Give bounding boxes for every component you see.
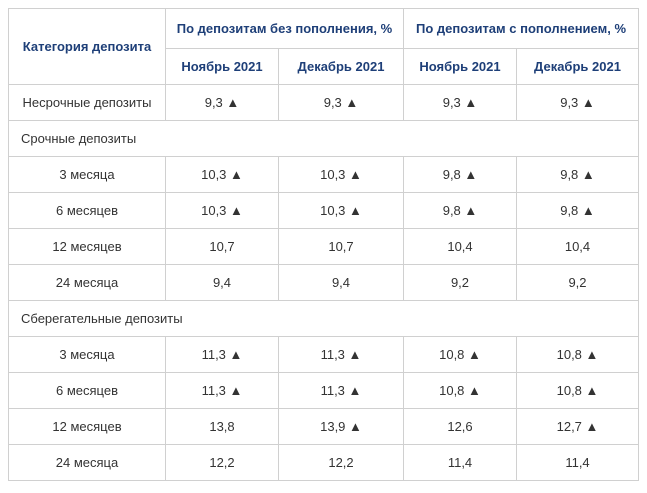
rate-cell: 10,4 [403,228,517,265]
rate-cell: 11,3 ▲ [165,372,279,409]
rate-cell: 9,8 ▲ [403,156,517,193]
section-label: Срочные депозиты [8,120,639,157]
rate-cell: 11,4 [403,444,517,481]
month-header: Ноябрь 2021 [403,48,517,85]
rate-cell: 10,8 ▲ [516,372,639,409]
month-header: Декабрь 2021 [516,48,639,85]
row-label: 24 месяца [8,264,166,301]
row-label: 6 месяцев [8,192,166,229]
rate-cell: 10,8 ▲ [403,336,517,373]
table-row: 12 месяцев 13,8 13,9 ▲ 12,6 12,7 ▲ [8,408,639,445]
rate-cell: 9,8 ▲ [516,156,639,193]
group-header: По депозитам без пополнения, % [165,8,404,49]
table-row: Сберегательные депозиты [8,300,639,337]
rate-cell: 9,8 ▲ [516,192,639,229]
table-row: Несрочные депозиты 9,3 ▲ 9,3 ▲ 9,3 ▲ 9,3 ▲ [8,84,639,121]
rate-cell: 9,2 [516,264,639,301]
row-label: 6 месяцев [8,372,166,409]
rate-cell: 9,3 ▲ [516,84,639,121]
rate-cell: 12,2 [165,444,279,481]
section-label: Сберегательные депозиты [8,300,639,337]
rate-cell: 10,7 [278,228,404,265]
table-row: 3 месяца 10,3 ▲ 10,3 ▲ 9,8 ▲ 9,8 ▲ [8,156,639,193]
header-row: Категория депозита По депозитам без попо… [8,8,639,85]
month-header: Декабрь 2021 [278,48,404,85]
rate-cell: 9,2 [403,264,517,301]
rate-cell: 11,3 ▲ [278,372,404,409]
row-label: 12 месяцев [8,228,166,265]
rate-cell: 13,8 [165,408,279,445]
rate-cell: 9,8 ▲ [403,192,517,229]
rate-cell: 11,4 [516,444,639,481]
deposit-table: Категория депозита По депозитам без попо… [8,8,639,481]
rate-cell: 9,3 ▲ [278,84,404,121]
row-label: 3 месяца [8,156,166,193]
table-row: 6 месяцев 11,3 ▲ 11,3 ▲ 10,8 ▲ 10,8 ▲ [8,372,639,409]
row-label: Несрочные депозиты [8,84,166,121]
rate-cell: 10,8 ▲ [516,336,639,373]
month-header: Ноябрь 2021 [165,48,279,85]
table-row: 24 месяца 12,2 12,2 11,4 11,4 [8,444,639,481]
rate-cell: 10,7 [165,228,279,265]
rate-cell: 9,4 [165,264,279,301]
rate-cell: 9,4 [278,264,404,301]
rate-cell: 10,3 ▲ [165,156,279,193]
table-row: 6 месяцев 10,3 ▲ 10,3 ▲ 9,8 ▲ 9,8 ▲ [8,192,639,229]
rate-cell: 12,2 [278,444,404,481]
row-label: 12 месяцев [8,408,166,445]
table-body: Несрочные депозиты 9,3 ▲ 9,3 ▲ 9,3 ▲ 9,3 ▲ Ср… [8,84,639,481]
rate-cell: 11,3 ▲ [278,336,404,373]
table-row: 12 месяцев 10,7 10,7 10,4 10,4 [8,228,639,265]
rate-cell: 10,4 [516,228,639,265]
rate-cell: 10,3 ▲ [165,192,279,229]
header-row: Ноябрь 2021 Декабрь 2021 Ноябрь 2021 Декабр… [9,48,639,85]
category-header: Категория депозита [8,8,166,85]
rate-cell: 10,8 ▲ [403,372,517,409]
rate-cell: 9,3 ▲ [403,84,517,121]
rate-cell: 11,3 ▲ [165,336,279,373]
rate-cell: 13,9 ▲ [278,408,404,445]
rate-cell: 12,7 ▲ [516,408,639,445]
rate-cell: 10,3 ▲ [278,156,404,193]
rate-cell: 9,3 ▲ [165,84,279,121]
table-row: 24 месяца 9,4 9,4 9,2 9,2 [8,264,639,301]
row-label: 24 месяца [8,444,166,481]
table-row: 3 месяца 11,3 ▲ 11,3 ▲ 10,8 ▲ 10,8 ▲ [8,336,639,373]
row-label: 3 месяца [8,336,166,373]
group-header: По депозитам с пополнением, % [403,8,639,49]
rate-cell: 12,6 [403,408,517,445]
rate-cell: 10,3 ▲ [278,192,404,229]
table-row: Срочные депозиты [8,120,639,157]
